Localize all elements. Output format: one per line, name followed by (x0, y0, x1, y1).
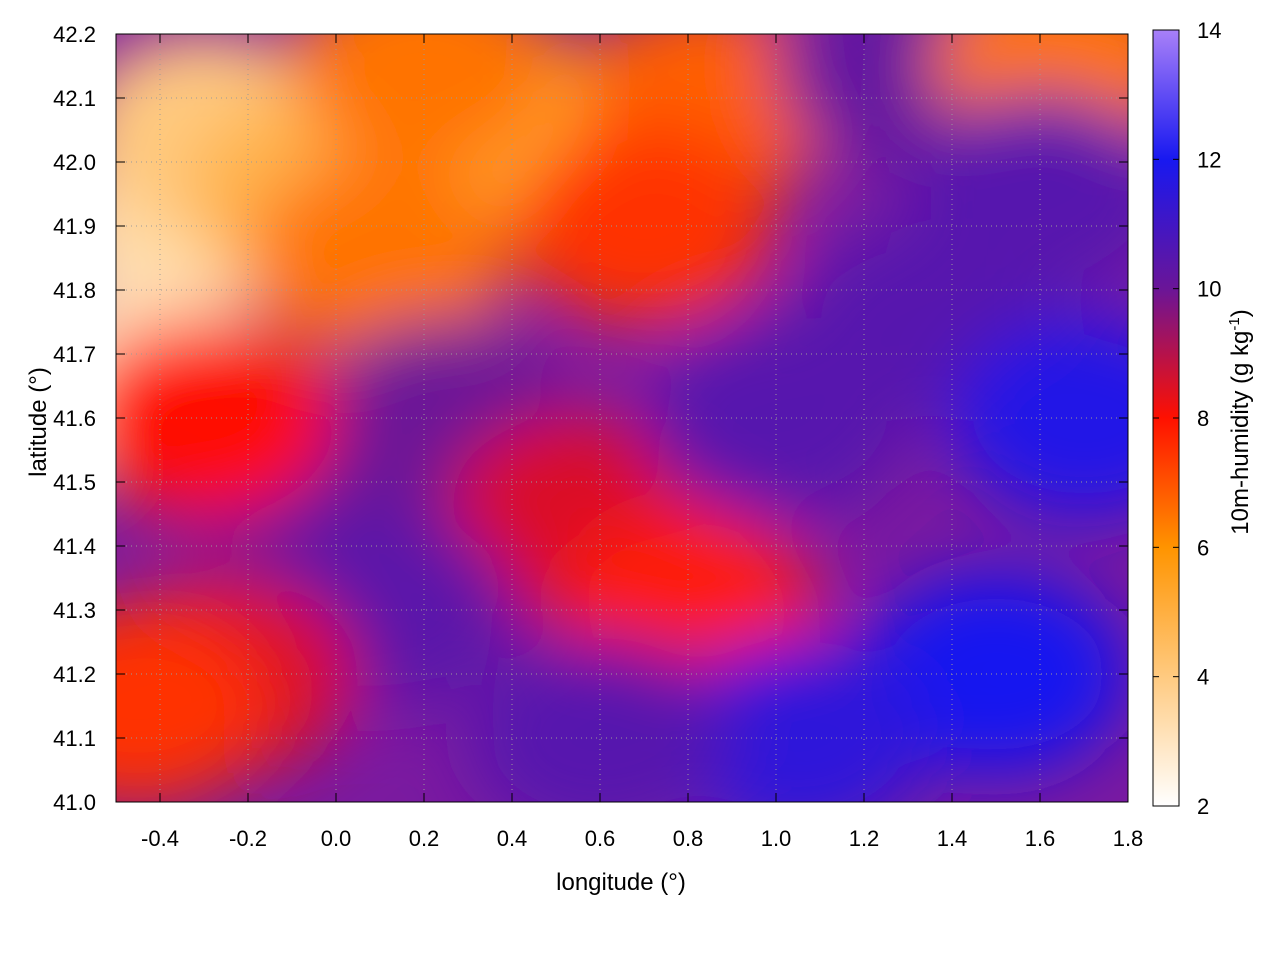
humidity-region-9 (248, 158, 512, 358)
colorbar-tick-label: 4 (1197, 665, 1209, 690)
colorbar-tick-label: 6 (1197, 535, 1209, 560)
y-tick-label: 41.4 (53, 534, 96, 559)
colorbar-ticks: 2 4 6 8 10 12 14 (1153, 18, 1221, 819)
x-tick-label: 1.8 (1113, 826, 1144, 851)
humidity-region-20 (468, 638, 732, 802)
y-axis: 41.0 41.1 41.2 41.3 41.4 41.5 41.6 41.7 41.8 41.9… (53, 22, 1128, 815)
humidity-region-25 (908, 94, 1128, 294)
colorbar-tick-label: 12 (1197, 147, 1221, 172)
y-tick-label: 41.3 (53, 598, 96, 623)
x-axis: -0.4 -0.2 0.0 0.2 0.4 0.6 0.8 1.0 1.2 1.4 1.6 1.8 (141, 34, 1143, 851)
x-tick-label: 0.0 (321, 826, 352, 851)
x-tick-label: 1.0 (761, 826, 792, 851)
y-tick-label: 42.0 (53, 150, 96, 175)
colorbar-tick-label: 14 (1197, 18, 1221, 43)
humidity-region-23 (116, 606, 270, 802)
y-tick-label: 42.1 (53, 86, 96, 111)
y-tick-label: 41.9 (53, 214, 96, 239)
humidity-region-17 (952, 318, 1128, 518)
colorbar-tick-label: 10 (1197, 277, 1221, 302)
y-axis-label: latitude (°) (25, 367, 52, 477)
x-tick-label: 1.4 (937, 826, 968, 851)
humidity-region-24 (116, 318, 336, 518)
y-tick-label: 41.7 (53, 342, 96, 367)
y-tick-label: 41.8 (53, 278, 96, 303)
y-tick-label: 41.6 (53, 406, 96, 431)
colorbar-tick-label: 8 (1197, 406, 1209, 431)
y-tick-label: 41.2 (53, 662, 96, 687)
x-tick-label: 0.8 (673, 826, 704, 851)
x-tick-label: 0.2 (409, 826, 440, 851)
humidity-region-10 (512, 126, 776, 326)
colorbar-label: 10m-humidity (g kg-1) (1226, 309, 1254, 534)
x-tick-label: 0.4 (497, 826, 528, 851)
colorbar-tick-label: 2 (1197, 794, 1209, 819)
x-tick-label: -0.2 (229, 826, 267, 851)
y-tick-label: 41.0 (53, 790, 96, 815)
x-tick-label: 1.2 (849, 826, 880, 851)
humidity-field (116, 34, 1128, 802)
y-tick-label: 41.1 (53, 726, 96, 751)
y-tick-label: 41.5 (53, 470, 96, 495)
x-tick-label: -0.4 (141, 826, 179, 851)
x-tick-label: 0.6 (585, 826, 616, 851)
x-axis-label: longitude (°) (556, 869, 686, 896)
x-tick-label: 1.6 (1025, 826, 1056, 851)
y-tick-label: 42.2 (53, 22, 96, 47)
